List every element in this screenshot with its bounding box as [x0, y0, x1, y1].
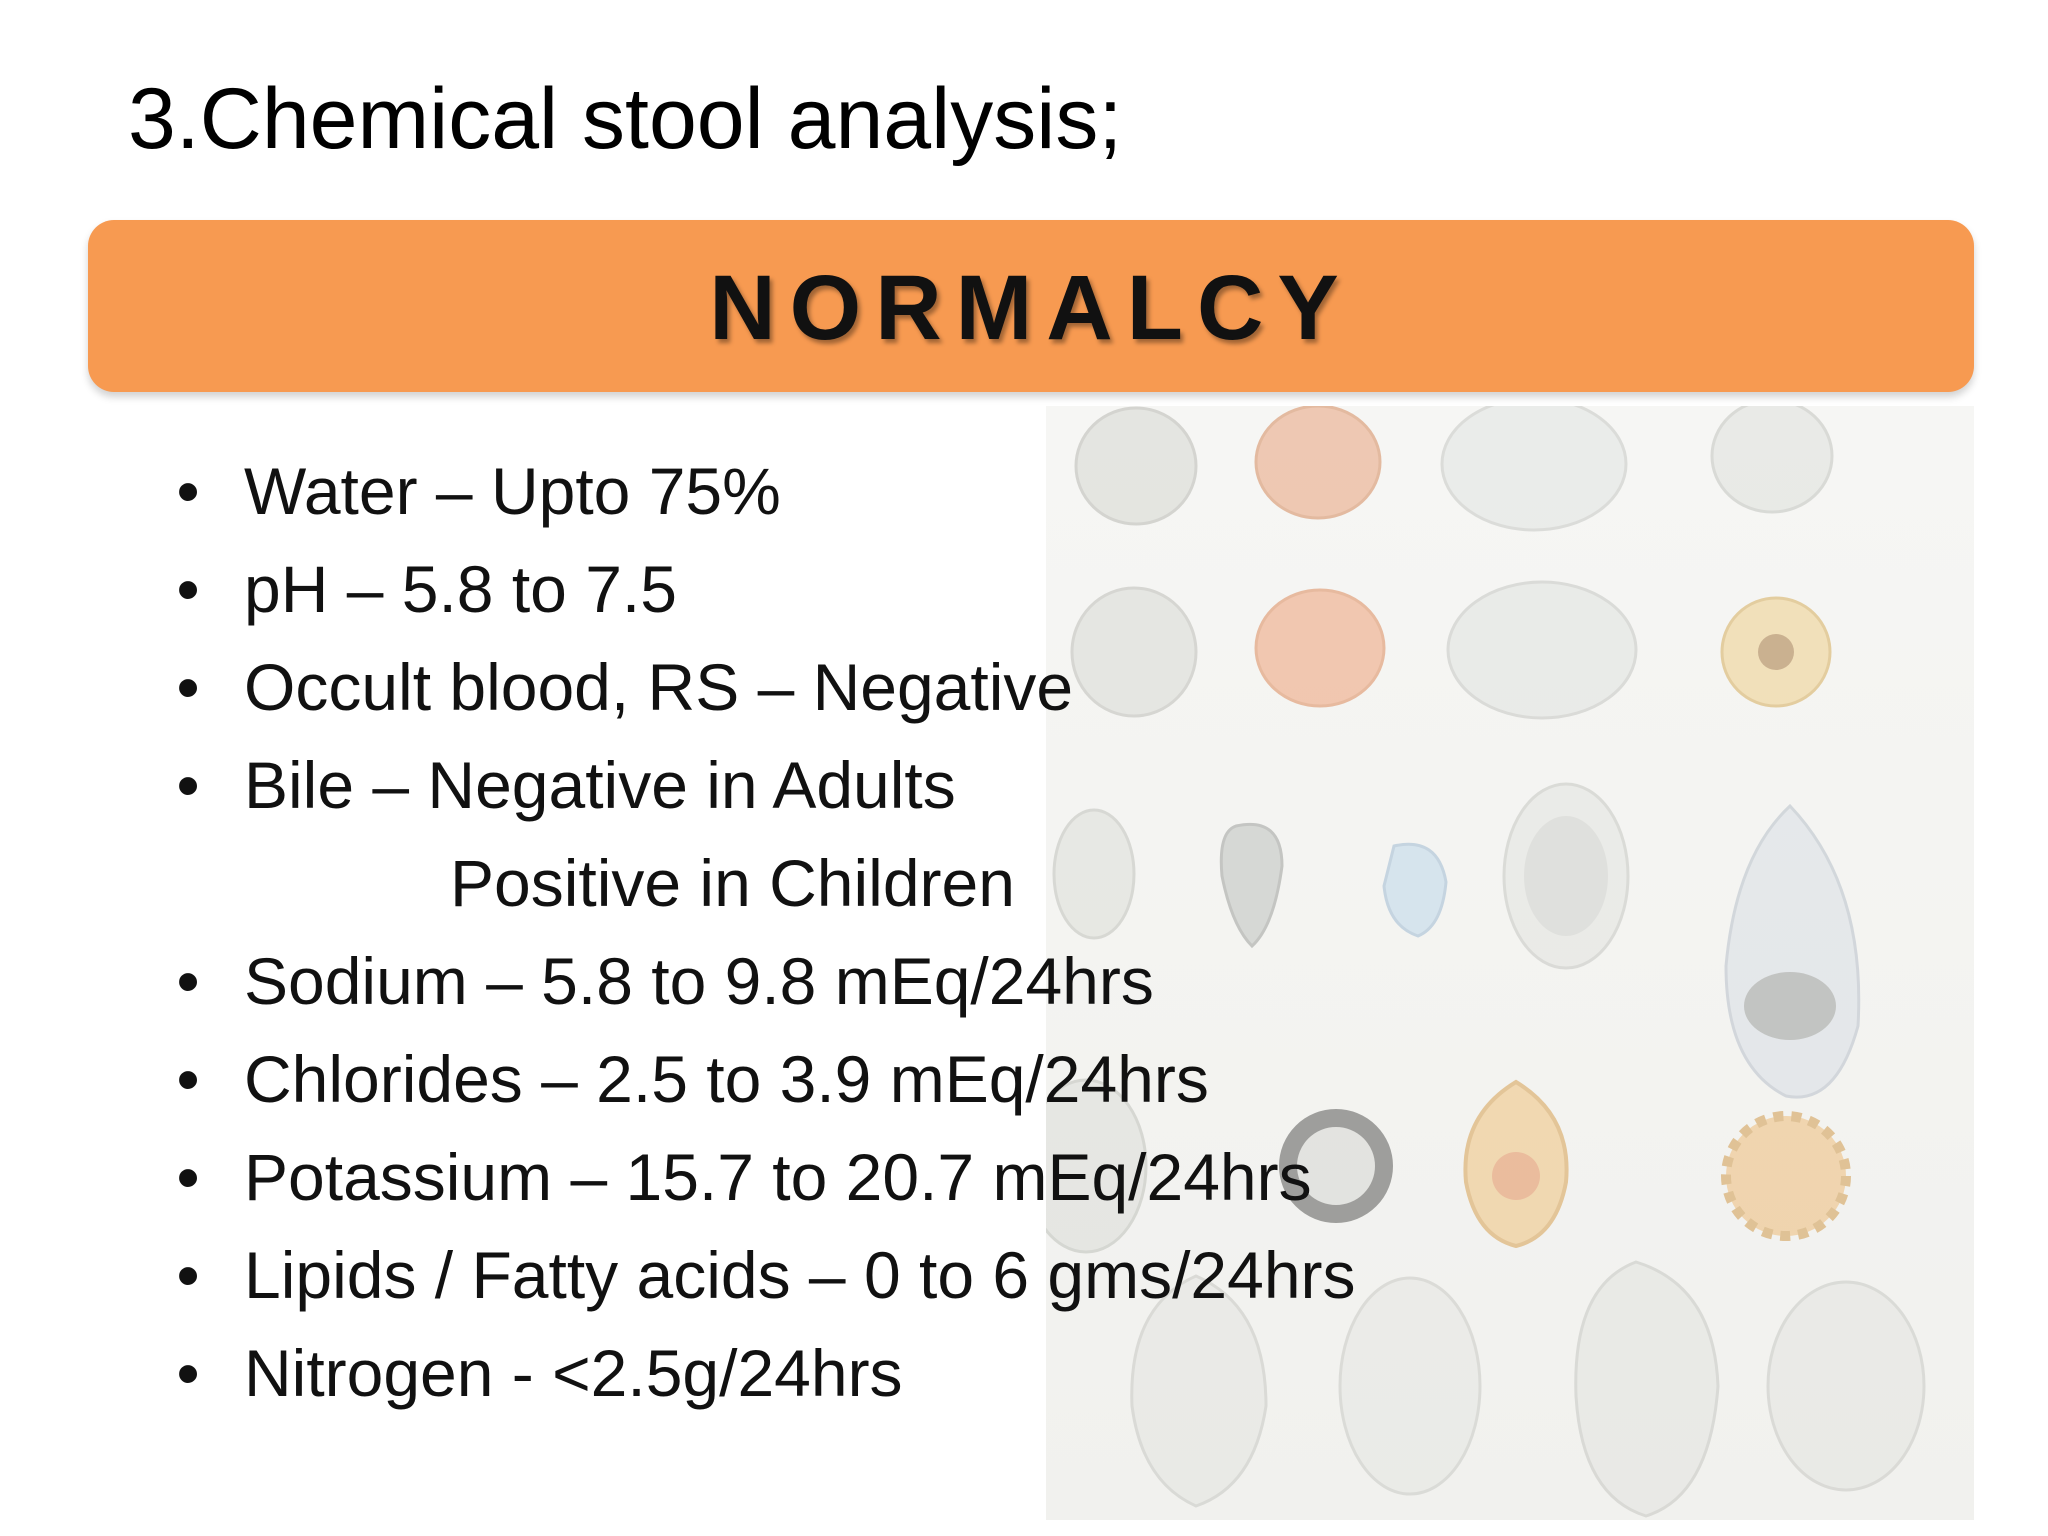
cyst-shape — [1524, 816, 1608, 936]
list-item: • Water – Upto 75% — [168, 442, 1356, 540]
list-item-text: Occult blood, RS – Negative — [244, 650, 1074, 724]
list-item-text: Lipids / Fatty acids – 0 to 6 gms/24hrs — [244, 1238, 1356, 1312]
trophozoite-shape — [1219, 822, 1284, 949]
parasite-illustration-svg — [1046, 406, 1926, 1518]
bullet-icon: • — [176, 1042, 200, 1116]
list-item-text: Potassium – 15.7 to 20.7 mEq/24hrs — [244, 1140, 1312, 1214]
cyst-shape — [1440, 406, 1628, 532]
cyst-shape — [1070, 586, 1198, 718]
nucleus-shape — [1744, 972, 1836, 1040]
bullet-icon: • — [176, 1336, 200, 1410]
trophozoite-shape — [1382, 842, 1448, 938]
ovum-shape — [1766, 1280, 1926, 1492]
bullet-icon: • — [176, 1140, 200, 1214]
bullet-icon: • — [176, 944, 200, 1018]
cyst-shape — [1052, 808, 1136, 940]
list-item-text: Chlorides – 2.5 to 3.9 mEq/24hrs — [244, 1042, 1209, 1116]
bullet-icon: • — [176, 454, 200, 528]
normalcy-table-image: NORMALCY • Water – Upto 75% • pH – 5.8 to 7… — [88, 220, 1974, 1520]
list-item: • Occult blood, RS – Negative — [168, 638, 1356, 736]
list-item-text: Bile – Negative in Adults — [244, 748, 956, 822]
ovum-shape — [1574, 1260, 1720, 1518]
normalcy-values-list: • Water – Upto 75% • pH – 5.8 to 7.5 • Occult… — [168, 442, 1356, 1422]
normalcy-header-band: NORMALCY — [88, 220, 1974, 392]
ovum-shape — [1338, 1276, 1482, 1496]
list-item-text: pH – 5.8 to 7.5 — [244, 552, 677, 626]
list-item: • Bile – Negative in Adults — [168, 736, 1356, 834]
bullet-icon: • — [176, 748, 200, 822]
normalcy-heading: NORMALCY — [709, 257, 1353, 359]
list-item-text: Sodium – 5.8 to 9.8 mEq/24hrs — [244, 944, 1154, 1018]
bullet-icon: • — [176, 552, 200, 626]
cyst-shape — [1710, 406, 1834, 514]
ovum-shape — [1130, 1274, 1268, 1508]
list-item: • Sodium – 5.8 to 9.8 mEq/24hrs — [168, 932, 1356, 1030]
parasite-background-illustration — [1046, 406, 1974, 1520]
list-item: • Nitrogen - <2.5g/24hrs — [168, 1324, 1356, 1422]
cyst-shape — [1074, 406, 1198, 526]
ovum-shape — [1721, 1111, 1851, 1241]
list-item-text: Water – Upto 75% — [244, 454, 781, 528]
list-item: • Potassium – 15.7 to 20.7 mEq/24hrs — [168, 1128, 1356, 1226]
cyst-shape — [1254, 406, 1382, 520]
list-item: • pH – 5.8 to 7.5 — [168, 540, 1356, 638]
bullet-icon: • — [176, 1238, 200, 1312]
cyst-shape — [1446, 580, 1638, 720]
bullet-icon: • — [176, 650, 200, 724]
cyst-shape — [1279, 1109, 1393, 1223]
list-item: • Chlorides – 2.5 to 3.9 mEq/24hrs — [168, 1030, 1356, 1128]
slide-title: 3.Chemical stool analysis; — [128, 71, 1123, 167]
ovum-shape — [1492, 1152, 1540, 1200]
cyst-shape — [1758, 634, 1794, 670]
list-item: • Lipids / Fatty acids – 0 to 6 gms/24hrs — [168, 1226, 1356, 1324]
list-item-continuation: Positive in Children — [168, 834, 1356, 932]
cyst-shape — [1046, 1078, 1148, 1254]
cyst-shape — [1254, 588, 1386, 708]
list-item-text: Nitrogen - <2.5g/24hrs — [244, 1336, 903, 1410]
trophozoite-shape — [1724, 803, 1861, 1099]
list-item-text: Positive in Children — [450, 846, 1015, 920]
